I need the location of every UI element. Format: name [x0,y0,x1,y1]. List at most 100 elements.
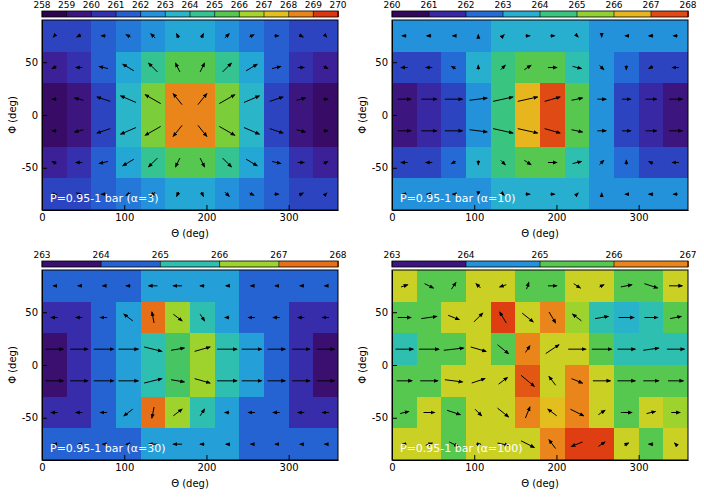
heatmap-cell [589,428,614,460]
y-tick-label: -50 [372,412,388,423]
figure: 0100200300-50050Θ (deg)Φ (deg)P=0.95-1 b… [0,0,704,499]
wind-vector [200,314,204,321]
heatmap-cell [190,397,215,429]
plot-frame [42,20,338,210]
wind-vector [672,162,679,163]
wind-vector [521,441,534,448]
wind-vector [421,99,436,100]
wind-vector [219,126,234,135]
colorbar-segment [190,11,215,17]
wind-vector [548,285,557,286]
wind-vector [217,380,237,381]
colorbar-segment [141,11,166,17]
heatmap-cell [215,365,240,397]
wind-vector [77,35,81,37]
wind-vector [297,130,306,132]
y-tick-label: 0 [382,360,388,371]
heatmap-cell [289,178,314,210]
wind-vector [94,380,114,381]
wind-vector [173,285,182,286]
heatmap-cell [565,20,590,52]
wind-vector [646,130,657,131]
wind-vector [396,349,414,350]
heatmap-cell [540,365,565,397]
wind-vector [323,66,327,68]
heatmap-cell [141,52,166,84]
heatmap-cell [663,302,688,334]
colorbar-tick-label: 266 [231,0,248,10]
heatmap-cell [589,52,614,84]
wind-vector [668,380,683,381]
wind-vector [292,349,310,350]
heatmap-cell [540,115,565,147]
colorbar-tick-label: 265 [531,250,548,260]
heatmap-cell [565,115,590,147]
heatmap-cell [42,302,67,334]
y-tick-label: 0 [382,110,388,121]
heatmap-cell [141,83,166,115]
wind-vector [625,194,627,195]
wind-vector [173,125,182,136]
colorbar-tick-label: 258 [33,0,50,10]
wind-vector [644,317,657,318]
heatmap-cell [491,365,516,397]
wind-vector [217,349,237,350]
heatmap-cell [417,20,442,52]
wind-vector [317,380,335,381]
wind-vector [649,66,653,68]
heatmap-cell [515,302,540,334]
wind-vector [223,158,232,167]
heatmap-cell [190,83,215,115]
colorbar-segment [577,11,615,17]
plot-area [42,20,338,210]
wind-vector [274,35,278,36]
wind-vector [518,129,538,133]
wind-vector [546,345,559,354]
y-tick-mark [42,312,47,313]
x-tick-label: 200 [547,212,566,223]
wind-vector [52,161,56,163]
y-tick: 0 [32,110,47,121]
wind-vector [524,65,531,69]
x-tick: 300 [280,205,299,223]
heatmap-cell [165,333,190,365]
wind-vector [126,35,130,37]
heatmap-cell [239,397,264,429]
heatmap-cell [441,115,466,147]
colorbar: 263264265266267268 [33,250,346,267]
wind-vector [525,194,529,195]
wind-vector [524,160,531,164]
wind-vector [673,35,677,36]
wind-vector [299,35,303,37]
wind-vector [601,35,602,37]
wind-vector [325,193,327,195]
wind-vector [145,126,160,135]
heatmap-cell [264,52,289,84]
x-axis-title: Θ (deg) [171,228,209,239]
wind-vector [242,349,262,350]
wind-vector [52,66,56,68]
heatmap-cell [565,83,590,115]
heatmap-cell [239,178,264,210]
heatmap-cell [42,20,67,52]
y-axis-title: Φ (deg) [357,346,368,384]
heatmap-cell [67,270,92,302]
wind-vector [419,349,439,350]
wind-vector [177,192,179,196]
wind-vector [251,444,253,445]
x-tick-label: 0 [389,212,395,223]
heatmap-cell [116,52,141,84]
heatmap-cell [165,147,190,179]
y-tick-label: 0 [32,360,38,371]
colorbar-tick [429,11,430,17]
heatmap-cell [165,52,190,84]
colorbar-tick-label: 267 [255,0,272,10]
heatmap-cell [589,83,614,115]
wind-vector [126,285,130,286]
plot-area [392,20,688,210]
wind-vector [251,285,253,286]
wind-vector [200,285,204,286]
heatmap-cell [417,302,442,334]
colorbar-tick-label: 262 [132,0,149,10]
wind-vector [300,285,302,286]
